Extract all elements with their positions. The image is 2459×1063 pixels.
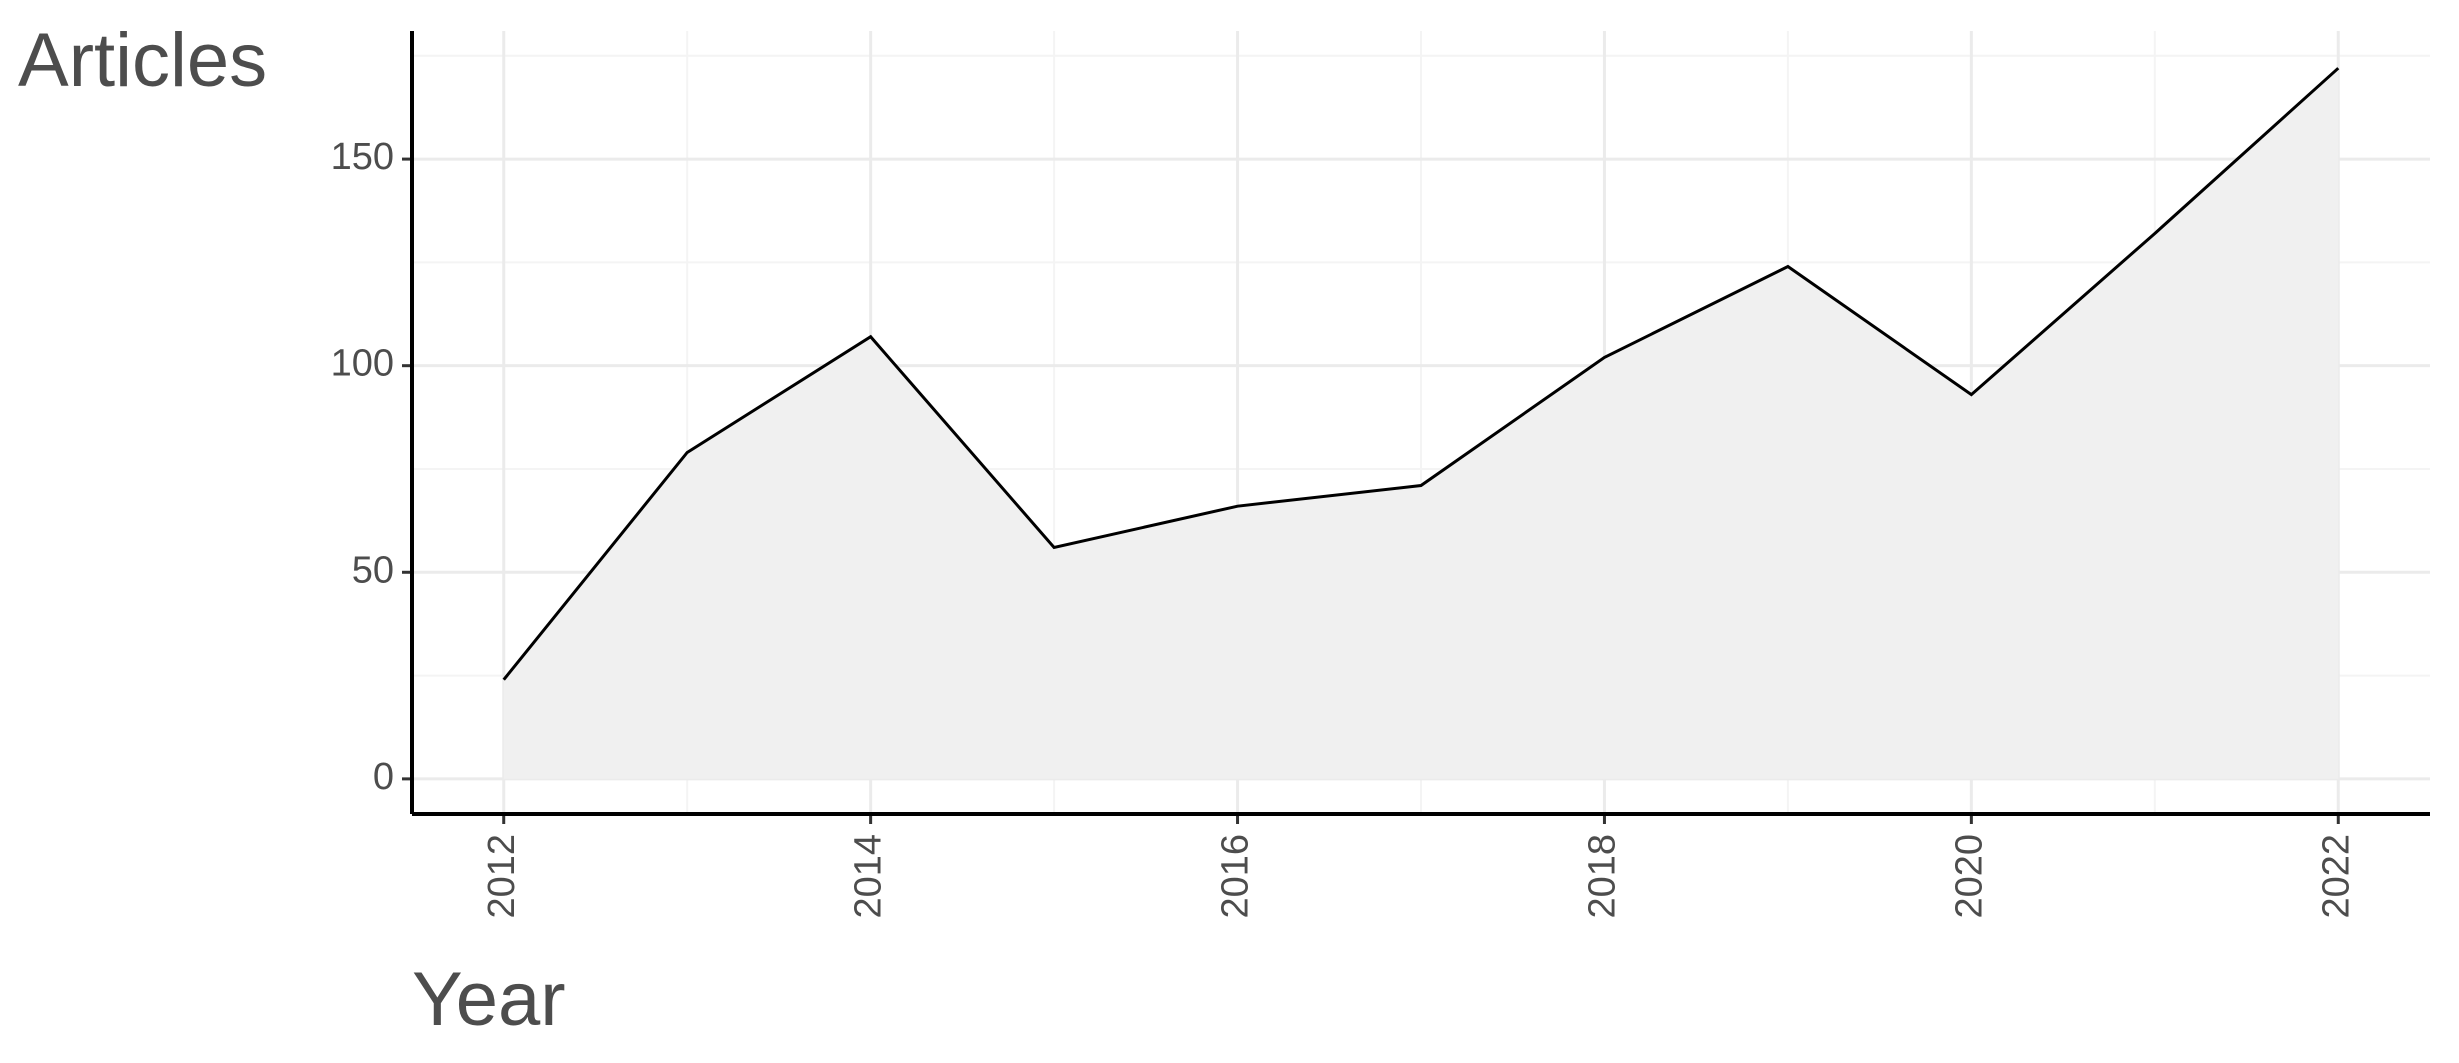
line xyxy=(502,67,2340,681)
x-tick-label: 2012 xyxy=(481,834,523,919)
y-axis-title: Articles xyxy=(18,18,267,103)
y-tick-label: 50 xyxy=(352,549,394,591)
x-tick-label: 2018 xyxy=(1581,834,1623,919)
x-tick-label: 2016 xyxy=(1215,834,1257,919)
y-tick-label: 150 xyxy=(331,136,394,178)
x-tick-label: 2020 xyxy=(1948,834,1990,919)
y-tick-label: 100 xyxy=(331,343,394,385)
y-tick-label: 0 xyxy=(373,756,394,798)
area xyxy=(503,68,2339,779)
x-axis-title: Year xyxy=(412,957,566,1042)
x-tick-label: 2014 xyxy=(848,834,890,919)
x-tick-label: 2022 xyxy=(2315,834,2357,919)
